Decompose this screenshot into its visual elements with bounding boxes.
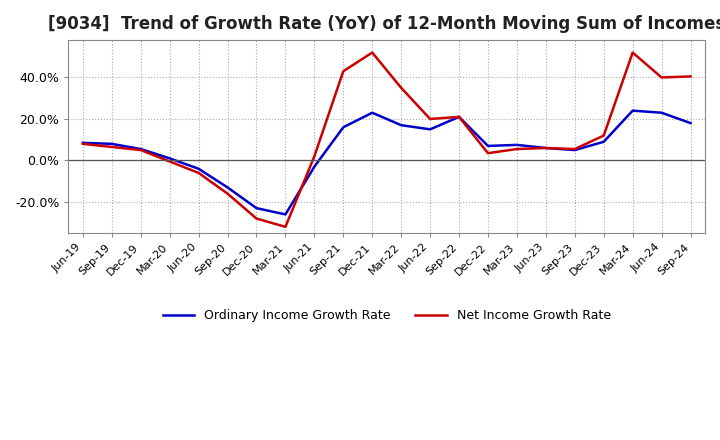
- Net Income Growth Rate: [252, 216, 261, 221]
- Net Income Growth Rate: [600, 133, 608, 138]
- Net Income Growth Rate: [78, 141, 87, 147]
- Ordinary Income Growth Rate: [166, 156, 174, 161]
- Net Income Growth Rate: [281, 224, 289, 230]
- Net Income Growth Rate: [136, 147, 145, 153]
- Ordinary Income Growth Rate: [339, 125, 348, 130]
- Title: [9034]  Trend of Growth Rate (YoY) of 12-Month Moving Sum of Incomes: [9034] Trend of Growth Rate (YoY) of 12-…: [48, 15, 720, 33]
- Net Income Growth Rate: [484, 150, 492, 156]
- Net Income Growth Rate: [107, 144, 116, 150]
- Ordinary Income Growth Rate: [310, 164, 319, 169]
- Net Income Growth Rate: [657, 75, 666, 80]
- Ordinary Income Growth Rate: [368, 110, 377, 115]
- Ordinary Income Growth Rate: [570, 147, 579, 153]
- Ordinary Income Growth Rate: [629, 108, 637, 113]
- Net Income Growth Rate: [541, 145, 550, 150]
- Net Income Growth Rate: [339, 69, 348, 74]
- Ordinary Income Growth Rate: [281, 212, 289, 217]
- Net Income Growth Rate: [310, 154, 319, 159]
- Net Income Growth Rate: [513, 147, 521, 152]
- Net Income Growth Rate: [194, 170, 203, 176]
- Net Income Growth Rate: [223, 191, 232, 196]
- Ordinary Income Growth Rate: [223, 185, 232, 190]
- Net Income Growth Rate: [455, 114, 464, 120]
- Line: Net Income Growth Rate: Net Income Growth Rate: [83, 52, 690, 227]
- Ordinary Income Growth Rate: [78, 140, 87, 146]
- Ordinary Income Growth Rate: [136, 147, 145, 152]
- Net Income Growth Rate: [368, 50, 377, 55]
- Ordinary Income Growth Rate: [426, 127, 434, 132]
- Line: Ordinary Income Growth Rate: Ordinary Income Growth Rate: [83, 110, 690, 214]
- Ordinary Income Growth Rate: [484, 143, 492, 149]
- Net Income Growth Rate: [629, 50, 637, 55]
- Ordinary Income Growth Rate: [455, 114, 464, 120]
- Ordinary Income Growth Rate: [600, 139, 608, 144]
- Ordinary Income Growth Rate: [541, 145, 550, 150]
- Ordinary Income Growth Rate: [107, 141, 116, 147]
- Ordinary Income Growth Rate: [252, 205, 261, 211]
- Net Income Growth Rate: [570, 147, 579, 152]
- Net Income Growth Rate: [166, 159, 174, 164]
- Net Income Growth Rate: [397, 85, 405, 91]
- Ordinary Income Growth Rate: [397, 123, 405, 128]
- Ordinary Income Growth Rate: [657, 110, 666, 115]
- Ordinary Income Growth Rate: [513, 142, 521, 147]
- Net Income Growth Rate: [686, 74, 695, 79]
- Ordinary Income Growth Rate: [686, 121, 695, 126]
- Legend: Ordinary Income Growth Rate, Net Income Growth Rate: Ordinary Income Growth Rate, Net Income …: [158, 304, 616, 327]
- Net Income Growth Rate: [426, 116, 434, 121]
- Ordinary Income Growth Rate: [194, 166, 203, 172]
